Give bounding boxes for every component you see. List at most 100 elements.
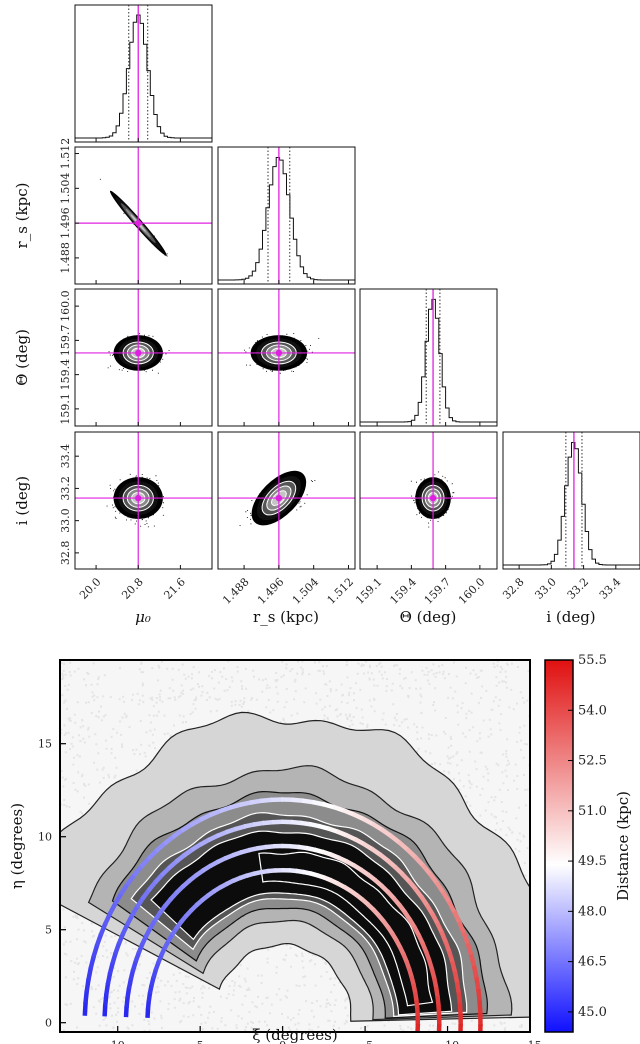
xlabel-theta: Θ (deg) bbox=[400, 608, 457, 626]
arc-segment bbox=[359, 867, 371, 877]
distance-arc-2 bbox=[102, 819, 463, 1032]
arc-segment bbox=[366, 902, 376, 912]
arc-segment bbox=[125, 873, 137, 887]
y-tick-label: 159.1 bbox=[59, 393, 72, 425]
arc-segment bbox=[412, 925, 422, 937]
map-x-tick-label: 0 bbox=[279, 1039, 286, 1044]
arc-segment bbox=[402, 910, 413, 922]
arc-segment bbox=[200, 893, 210, 903]
panel-frame bbox=[74, 146, 213, 285]
arc-segment bbox=[337, 855, 348, 864]
arc-segment bbox=[180, 878, 192, 889]
arc-segment bbox=[406, 879, 418, 891]
arc-segment bbox=[157, 904, 168, 915]
arc-segment bbox=[385, 889, 396, 901]
arc-segment bbox=[139, 934, 149, 947]
map-x-tick-label: −10 bbox=[436, 1039, 459, 1044]
map-ylabel: η (degrees) bbox=[8, 803, 26, 889]
stream-density-core bbox=[150, 830, 453, 1016]
arc-segment bbox=[476, 988, 482, 1003]
arc-segment bbox=[110, 951, 118, 965]
panel-frame bbox=[359, 431, 498, 570]
x-tick-label: 159.7 bbox=[422, 575, 453, 606]
colorbar-tick-label: 49.5 bbox=[578, 854, 607, 869]
arc-segment bbox=[146, 880, 158, 892]
stream-inner-contour bbox=[258, 851, 434, 1007]
arc-segment bbox=[136, 943, 145, 955]
map-y-tick-label: 10 bbox=[38, 831, 52, 844]
arc-segment bbox=[388, 833, 402, 845]
arc-segment bbox=[452, 971, 460, 984]
arc-segment bbox=[206, 889, 216, 898]
arc-segment bbox=[305, 845, 317, 853]
arc-segment bbox=[474, 977, 481, 992]
arc-segment bbox=[385, 925, 395, 936]
arc-segment bbox=[245, 871, 256, 878]
histogram-μ0 bbox=[75, 14, 212, 139]
map-y-tick-label: 15 bbox=[38, 738, 52, 751]
arc-segment bbox=[419, 895, 430, 908]
arc-segment bbox=[102, 1004, 108, 1017]
arc-segment bbox=[143, 926, 153, 938]
panel-Theta-vs-Theta bbox=[359, 288, 498, 427]
colorbar-tick-label: 54.0 bbox=[578, 703, 607, 718]
arc-segment bbox=[342, 884, 353, 893]
arc-segment bbox=[174, 920, 184, 930]
histogram-Theta bbox=[360, 298, 497, 423]
x-tick-label: 160.0 bbox=[456, 575, 487, 606]
x-tick-label: 33.4 bbox=[597, 575, 624, 602]
arc-segment bbox=[147, 918, 158, 931]
arc-segment bbox=[248, 846, 259, 853]
arc-segment bbox=[225, 826, 238, 835]
arc-segment bbox=[309, 871, 319, 878]
colorbar-tick-label: 46.5 bbox=[578, 955, 607, 970]
panel-frame bbox=[359, 288, 498, 427]
arc-segment bbox=[252, 820, 265, 827]
colorbar bbox=[544, 659, 574, 1033]
arc-segment bbox=[239, 800, 253, 808]
arc-segment bbox=[316, 873, 326, 880]
arc-segment bbox=[301, 798, 315, 805]
arc-segment bbox=[354, 892, 365, 902]
arc-segment bbox=[370, 821, 384, 832]
arc-segment bbox=[288, 868, 298, 874]
arc-segment bbox=[344, 832, 357, 842]
x-tick-label: 21.6 bbox=[161, 575, 188, 602]
arc-segment bbox=[366, 872, 377, 883]
arc-segment bbox=[187, 873, 199, 883]
arc-segment bbox=[289, 843, 300, 850]
arc-segment bbox=[429, 968, 437, 980]
arc-segment bbox=[332, 804, 346, 813]
map-frame bbox=[59, 659, 531, 1033]
colorbar-tick-label: 52.5 bbox=[578, 754, 607, 769]
arc-segment bbox=[440, 890, 452, 905]
arc-segment bbox=[397, 903, 408, 915]
y-tick-label: 1.512 bbox=[59, 138, 72, 170]
arc-segment bbox=[465, 942, 474, 957]
arc-segment bbox=[129, 904, 140, 918]
stream-map: 10 5 0 −5 −10 −15 0 5 10 15 ξ (degrees) η (degrees)… bbox=[8, 653, 632, 1044]
truth-point bbox=[275, 349, 283, 357]
panel-Theta-vs-rs bbox=[217, 288, 356, 427]
arc-segment bbox=[336, 881, 346, 890]
x-tick-label: 20.0 bbox=[77, 575, 104, 602]
arc-segment bbox=[322, 801, 336, 810]
panel-frame bbox=[74, 431, 213, 570]
arc-segment bbox=[218, 805, 232, 814]
arc-segment bbox=[297, 844, 308, 851]
y-tick-label: 160.0 bbox=[59, 290, 72, 322]
arc-segment bbox=[446, 900, 457, 915]
arc-segment bbox=[342, 808, 356, 817]
arc-segment bbox=[321, 849, 333, 857]
arc-segment bbox=[94, 933, 104, 948]
arc-segment bbox=[174, 852, 187, 864]
arc-segment bbox=[302, 869, 312, 876]
arc-segment bbox=[400, 871, 412, 884]
arc-segment bbox=[126, 978, 134, 990]
arc-segment bbox=[348, 888, 359, 898]
histogram-rs bbox=[218, 157, 355, 281]
arc-segment bbox=[145, 1008, 151, 1019]
arc-segment bbox=[329, 878, 340, 886]
arc-segment bbox=[361, 841, 374, 852]
